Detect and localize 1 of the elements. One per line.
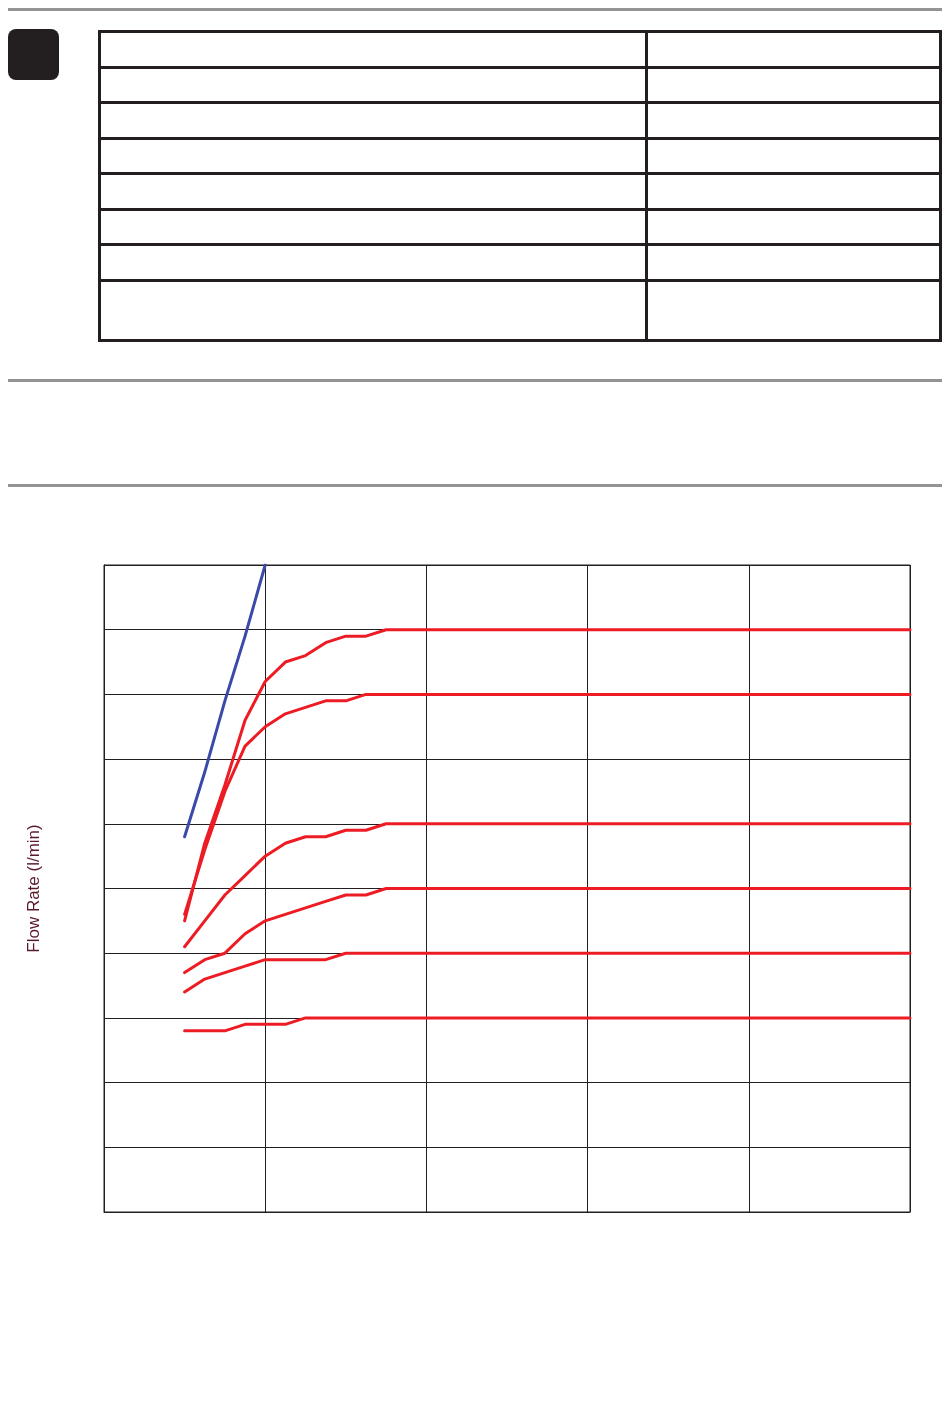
y-axis-title: Flow Rate (l/min) xyxy=(24,824,43,953)
